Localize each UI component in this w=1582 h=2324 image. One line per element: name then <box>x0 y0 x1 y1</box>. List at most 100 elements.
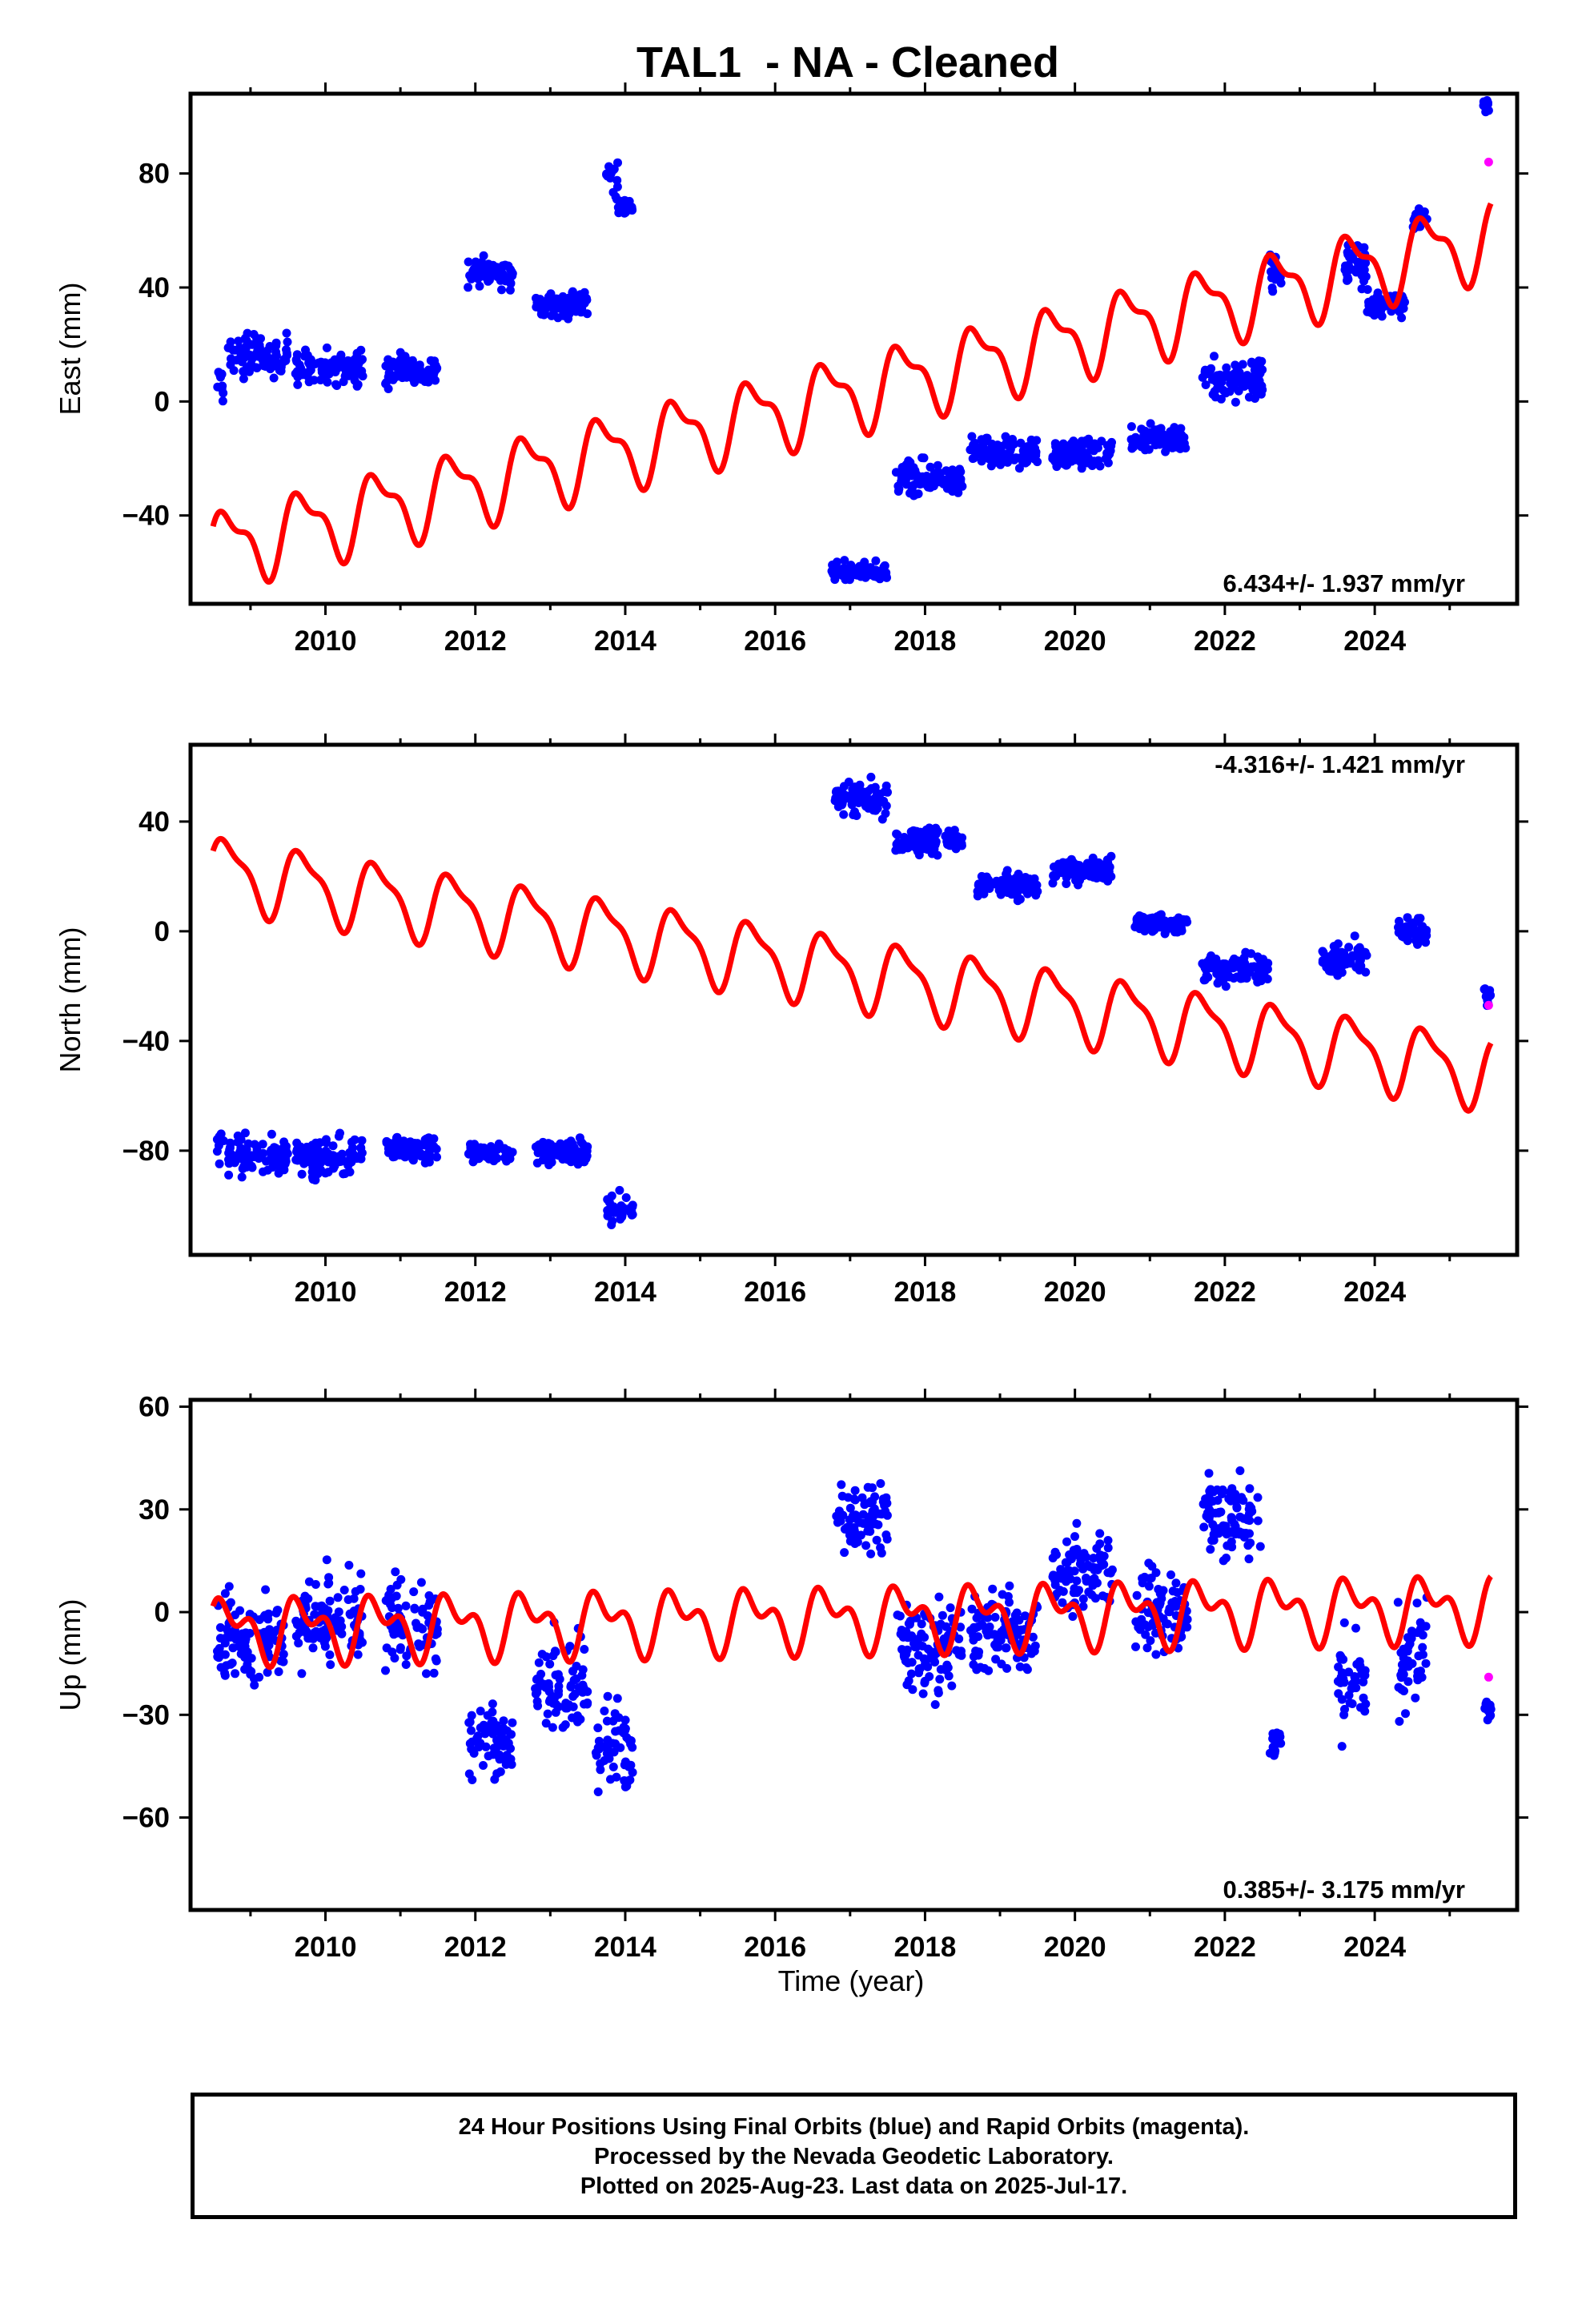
up-final-orbit-point <box>1151 1650 1161 1659</box>
up-final-orbit-point <box>995 1633 1005 1642</box>
up-final-orbit-point <box>1066 1554 1076 1564</box>
up-final-orbit-point <box>1412 1598 1422 1608</box>
east-final-orbit-point <box>933 460 942 470</box>
up-final-orbit-point <box>863 1526 873 1536</box>
up-final-orbit-point <box>1396 1671 1406 1680</box>
east-final-orbit-point <box>316 357 326 367</box>
east-final-orbit-point <box>217 384 227 394</box>
east-final-orbit-point <box>1006 447 1014 456</box>
up-final-orbit-point <box>541 1719 551 1728</box>
east-final-orbit-point <box>1232 369 1241 379</box>
east-final-orbit-point <box>1021 448 1030 457</box>
up-final-orbit-point <box>939 1634 949 1643</box>
up-final-orbit-point <box>1347 1684 1356 1694</box>
up-final-orbit-point <box>1199 1522 1209 1532</box>
up-final-orbit-point <box>606 1775 615 1784</box>
north-final-orbit-point <box>615 1205 624 1215</box>
north-rapid-orbit-point <box>1484 1000 1493 1010</box>
up-final-orbit-point <box>918 1689 928 1699</box>
up-final-orbit-point <box>235 1642 243 1651</box>
north-final-orbit-point <box>850 807 859 817</box>
up-final-orbit-point <box>1217 1490 1227 1498</box>
east-x-tick-label: 2018 <box>893 625 956 657</box>
up-final-orbit-point <box>947 1681 957 1691</box>
north-final-orbit-point <box>1057 868 1066 878</box>
east-final-orbit-point <box>282 348 291 358</box>
east-x-tick-label: 2012 <box>444 625 507 657</box>
up-model-curve <box>210 1574 1493 1671</box>
east-final-orbit-point <box>1208 390 1218 399</box>
north-final-orbit-point <box>532 1158 542 1168</box>
north-final-orbit-point <box>1062 879 1071 888</box>
up-final-orbit-point <box>548 1651 558 1661</box>
east-final-orbit-point <box>1221 388 1231 398</box>
up-final-orbit-point <box>543 1709 552 1719</box>
up-final-orbit-point <box>1359 1677 1368 1687</box>
north-final-orbit-point <box>335 1128 344 1138</box>
up-final-orbit-point <box>1334 1663 1343 1672</box>
north-final-orbit-point <box>1030 889 1040 899</box>
east-final-orbit-point <box>911 469 921 479</box>
up-final-orbit-point <box>226 1659 235 1669</box>
north-final-orbit-point <box>1395 916 1403 926</box>
up-final-orbit-point <box>1058 1598 1067 1607</box>
up-final-orbit-point <box>1079 1549 1089 1558</box>
north-final-orbit-point <box>259 1167 267 1176</box>
up-final-orbit-point <box>534 1658 544 1667</box>
north-final-orbit-point <box>1259 955 1267 964</box>
up-final-orbit-point <box>381 1596 391 1606</box>
up-final-orbit-point <box>1131 1617 1141 1626</box>
east-final-orbit-point <box>564 300 573 309</box>
up-final-orbit-point <box>568 1691 578 1701</box>
north-final-orbit-point <box>837 800 846 810</box>
up-final-orbit-point <box>876 1479 885 1488</box>
up-final-orbit-point <box>869 1504 879 1514</box>
north-final-orbit-point <box>1219 967 1229 977</box>
up-final-orbit-point <box>956 1622 966 1632</box>
up-final-orbit-point <box>971 1647 981 1656</box>
up-final-orbit-point <box>1337 1695 1347 1704</box>
up-final-orbit-point <box>914 1668 924 1678</box>
north-final-orbit-point <box>901 838 911 847</box>
up-final-orbit-point <box>1394 1683 1403 1692</box>
east-final-orbit-point <box>978 443 988 452</box>
north-final-orbit-point <box>407 1145 416 1155</box>
up-final-orbit-point <box>304 1577 314 1586</box>
up-final-orbit-point <box>308 1643 318 1653</box>
north-final-orbit-point <box>625 1205 635 1215</box>
up-final-orbit-point <box>868 1483 877 1493</box>
up-final-orbit-point <box>594 1744 604 1754</box>
up-final-orbit-point <box>297 1669 307 1679</box>
up-final-orbit-point <box>536 1679 546 1687</box>
north-final-orbit-point <box>1003 873 1012 883</box>
up-final-orbit-point <box>1062 1566 1071 1576</box>
east-final-orbit-point <box>1248 382 1257 392</box>
up-final-orbit-point <box>1231 1522 1240 1531</box>
up-final-orbit-point <box>1355 1703 1365 1712</box>
north-final-orbit-point <box>348 1149 358 1158</box>
up-final-orbit-point <box>496 1767 505 1776</box>
north-final-orbit-point <box>855 780 865 790</box>
east-final-orbit-point <box>1052 462 1062 472</box>
up-final-orbit-point <box>555 1675 564 1684</box>
up-plot-frame <box>188 1397 1520 1912</box>
up-final-orbit-point <box>857 1493 867 1502</box>
east-final-orbit-point <box>488 260 498 270</box>
north-final-orbit-point <box>1422 931 1431 940</box>
up-final-orbit-point <box>415 1642 424 1651</box>
up-final-orbit-point <box>409 1587 419 1597</box>
north-final-orbit-point <box>328 1141 338 1151</box>
up-final-orbit-point <box>1068 1612 1078 1621</box>
east-final-orbit-point <box>475 281 484 291</box>
up-final-orbit-point <box>537 1650 547 1659</box>
up-final-orbit-point <box>501 1741 511 1751</box>
up-final-orbit-point <box>583 1699 592 1709</box>
east-final-orbit-point <box>558 311 568 320</box>
up-final-orbit-point <box>247 1654 256 1663</box>
east-final-orbit-point <box>1144 444 1154 454</box>
up-final-orbit-point <box>1214 1508 1223 1518</box>
up-final-orbit-point <box>1421 1622 1431 1631</box>
north-final-orbit-point <box>255 1152 265 1162</box>
up-final-orbit-point <box>967 1604 977 1614</box>
up-final-orbit-point <box>1359 1693 1368 1703</box>
